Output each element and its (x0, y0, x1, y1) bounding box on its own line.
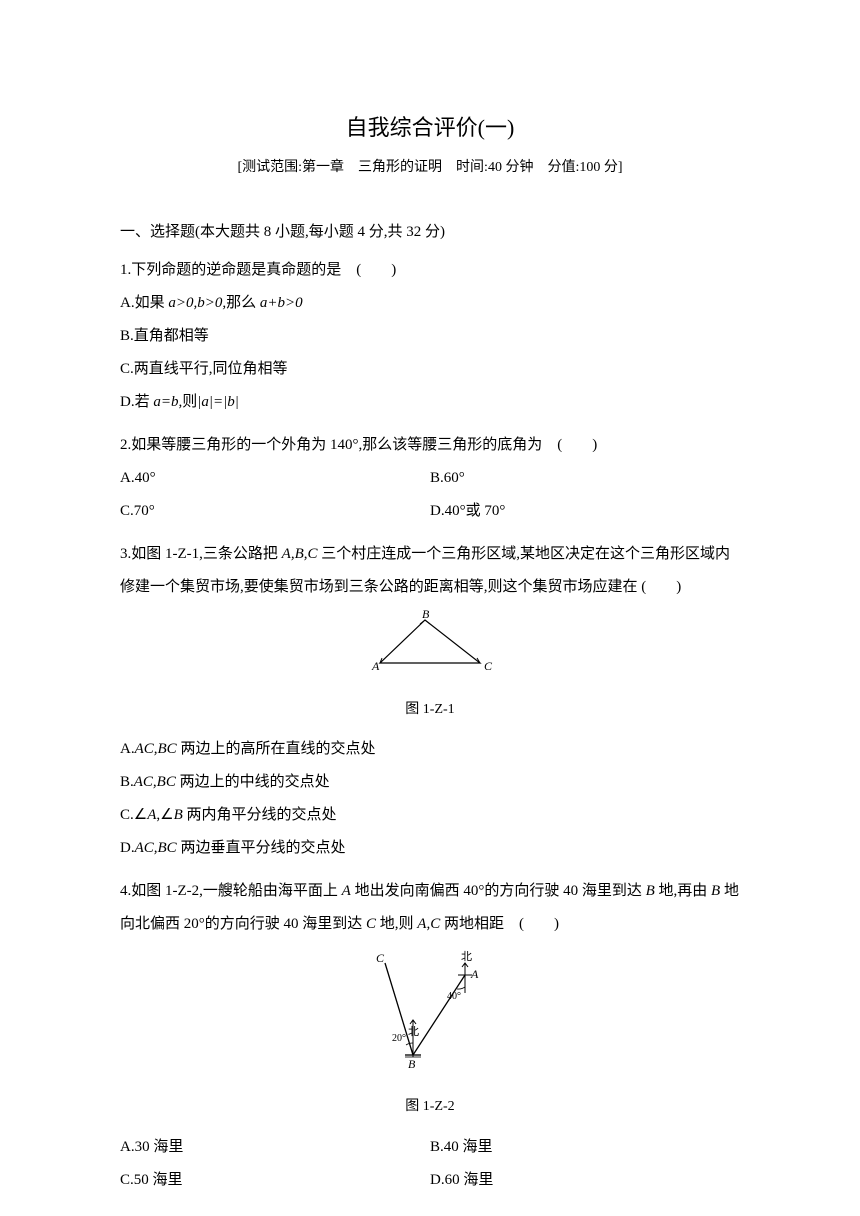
page-subtitle: [测试范围:第一章 三角形的证明 时间:40 分钟 分值:100 分] (120, 157, 740, 179)
q4-option-d: D.60 海里 (430, 1164, 740, 1197)
svg-text:北: 北 (408, 1025, 419, 1038)
question-2: 2.如果等腰三角形的一个外角为 140°,那么该等腰三角形的底角为 ( ) A.… (120, 429, 740, 528)
question-4: 4.如图 1-Z-2,一艘轮船由海平面上 A 地出发向南偏西 40°的方向行驶 … (120, 875, 740, 1197)
q3-option-d: D.AC,BC 两边垂直平分线的交点处 (120, 832, 740, 865)
svg-text:B: B (422, 608, 430, 621)
svg-text:B: B (408, 1057, 416, 1071)
q3-option-a: A.AC,BC 两边上的高所在直线的交点处 (120, 733, 740, 766)
q4-option-a: A.30 海里 (120, 1131, 430, 1164)
q2-option-d: D.40°或 70° (430, 495, 740, 528)
q3-text: 3.如图 1-Z-1,三条公路把 A,B,C 三个村庄连成一个三角形区域,某地区… (120, 538, 740, 604)
figure-1: A B C (120, 608, 740, 691)
q1-option-b: B.直角都相等 (120, 320, 740, 353)
q1-option-a: A.如果 a>0,b>0,那么 a+b>0 (120, 287, 740, 320)
figure-2-caption: 图 1-Z-2 (120, 1092, 740, 1123)
svg-text:北: 北 (461, 950, 472, 963)
q2-option-c: C.70° (120, 495, 430, 528)
figure-2: 北 北 20° 40° A B C (120, 945, 740, 1088)
q3-option-b: B.AC,BC 两边上的中线的交点处 (120, 766, 740, 799)
svg-text:A: A (371, 659, 380, 673)
svg-text:A: A (470, 967, 479, 981)
q1-text: 1.下列命题的逆命题是真命题的是 ( ) (120, 254, 740, 287)
q2-option-b: B.60° (430, 462, 740, 495)
question-1: 1.下列命题的逆命题是真命题的是 ( ) A.如果 a>0,b>0,那么 a+b… (120, 254, 740, 419)
svg-text:C: C (484, 659, 493, 673)
page-title: 自我综合评价(一) (120, 110, 740, 145)
section-1-header: 一、选择题(本大题共 8 小题,每小题 4 分,共 32 分) (120, 220, 740, 244)
q3-option-c: C.∠A,∠B 两内角平分线的交点处 (120, 799, 740, 832)
figure-1-caption: 图 1-Z-1 (120, 695, 740, 726)
question-3: 3.如图 1-Z-1,三条公路把 A,B,C 三个村庄连成一个三角形区域,某地区… (120, 538, 740, 866)
q4-text: 4.如图 1-Z-2,一艘轮船由海平面上 A 地出发向南偏西 40°的方向行驶 … (120, 875, 740, 941)
q4-option-c: C.50 海里 (120, 1164, 430, 1197)
svg-text:40°: 40° (447, 991, 461, 1002)
svg-text:20°: 20° (392, 1033, 406, 1044)
q2-option-a: A.40° (120, 462, 430, 495)
q2-text: 2.如果等腰三角形的一个外角为 140°,那么该等腰三角形的底角为 ( ) (120, 429, 740, 462)
q4-option-b: B.40 海里 (430, 1131, 740, 1164)
svg-text:C: C (376, 951, 385, 965)
q1-option-d: D.若 a=b,则|a|=|b| (120, 386, 740, 419)
q1-option-c: C.两直线平行,同位角相等 (120, 353, 740, 386)
